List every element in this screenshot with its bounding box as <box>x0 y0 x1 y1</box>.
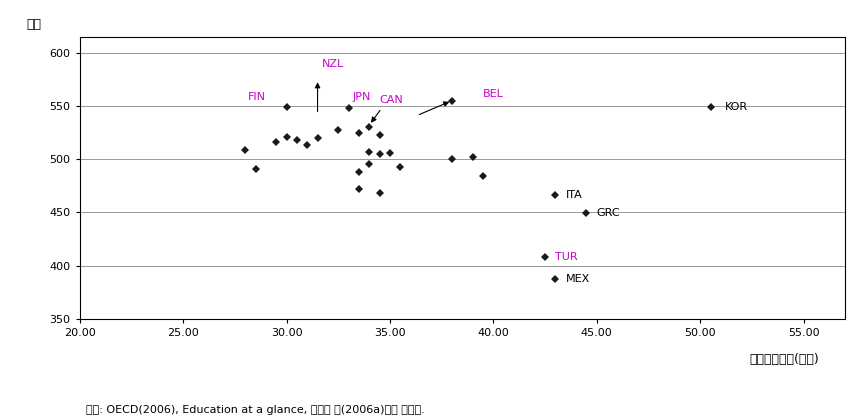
X-axis label: 전체공부시간(주당): 전체공부시간(주당) <box>749 353 819 366</box>
Text: FIN: FIN <box>248 93 266 103</box>
Text: GRC: GRC <box>597 208 620 218</box>
Text: 자료: OECD(2006), Education at a glance, 채창균 외(2006a)에서 재인용.: 자료: OECD(2006), Education at a glance, 채… <box>86 405 425 415</box>
Text: TUR: TUR <box>556 252 578 262</box>
Y-axis label: 성적: 성적 <box>27 18 41 31</box>
Text: CAN: CAN <box>379 95 403 105</box>
Text: MEX: MEX <box>566 274 590 285</box>
Text: JPN: JPN <box>353 93 372 103</box>
Text: BEL: BEL <box>483 89 504 99</box>
Text: KOR: KOR <box>725 102 748 112</box>
Text: ITA: ITA <box>566 190 582 200</box>
Text: NZL: NZL <box>322 59 344 69</box>
